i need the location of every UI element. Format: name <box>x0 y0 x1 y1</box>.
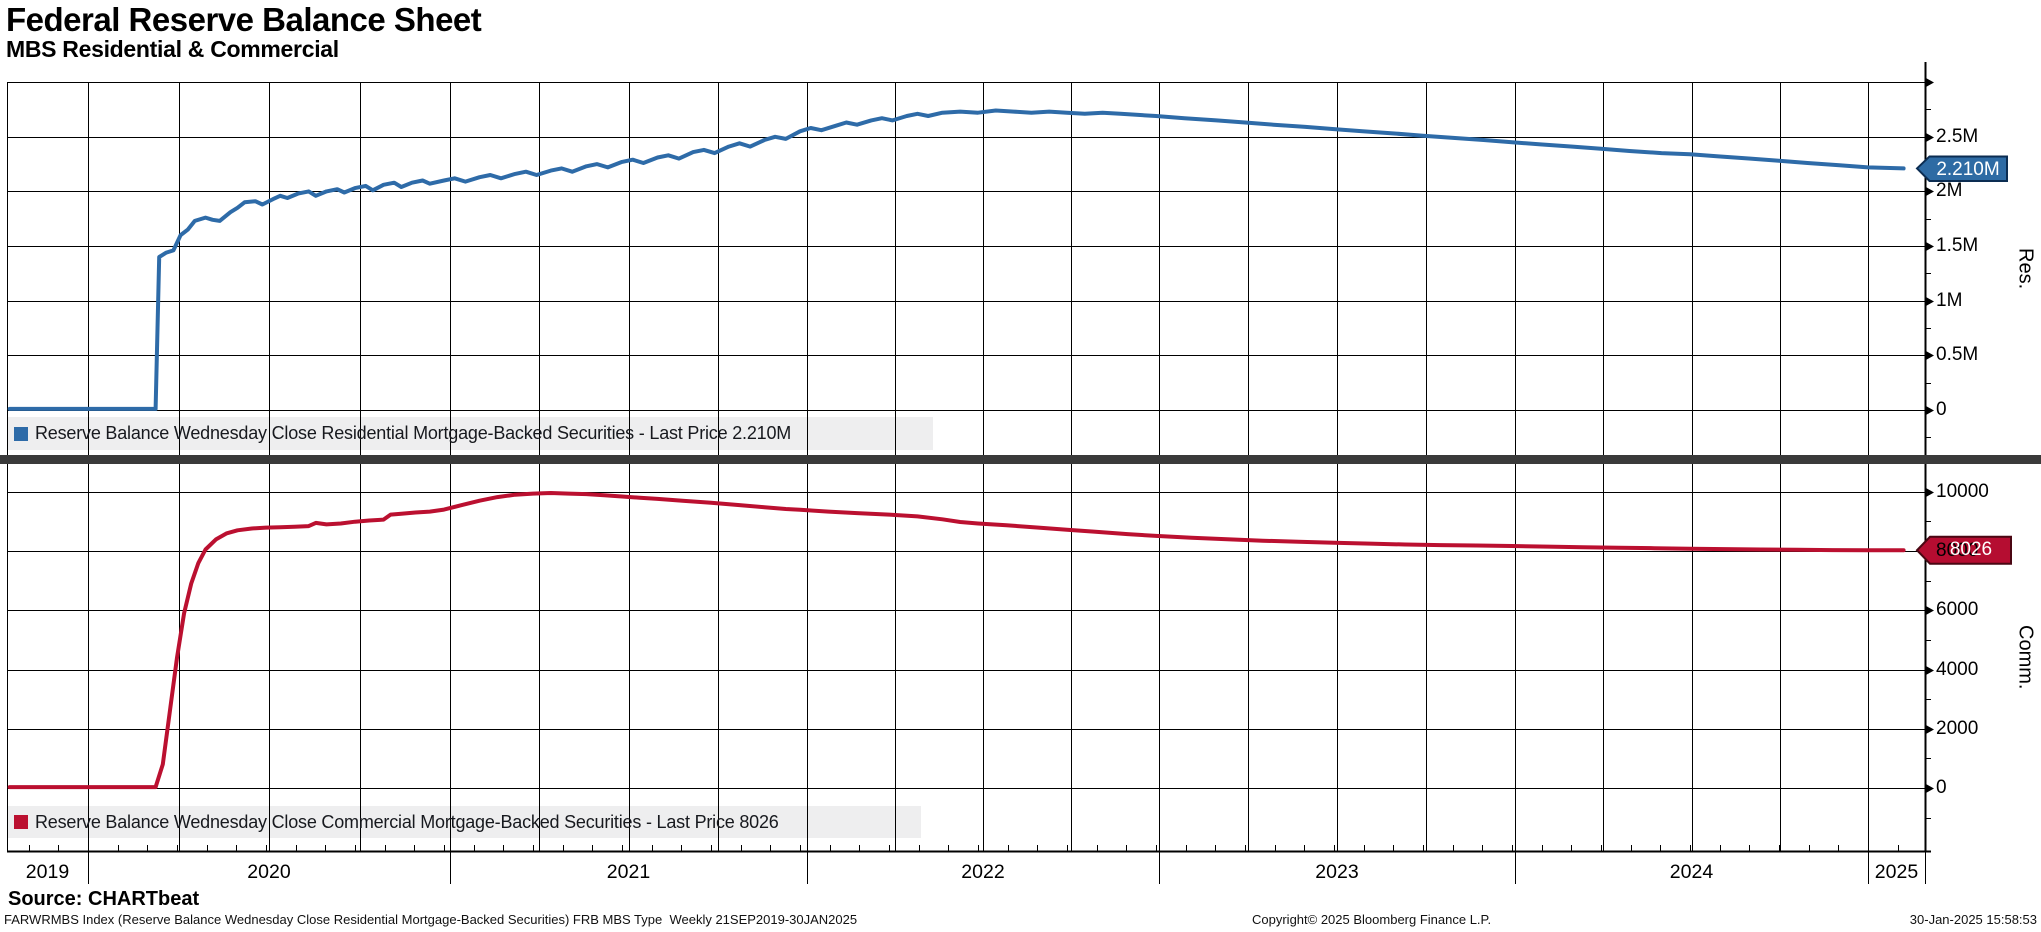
axis-arrow-tick <box>1925 77 1934 88</box>
axis-arrow-tick <box>1925 241 1934 252</box>
commercial-badge-shape <box>1915 535 2012 565</box>
page-title: Federal Reserve Balance Sheet <box>6 1 482 38</box>
axis-arrow-tick <box>1925 405 1934 416</box>
legend-strip <box>7 417 933 450</box>
residential-badge-shape <box>1915 155 2008 182</box>
axis-arrow-tick <box>1925 605 1934 616</box>
commercial-line[interactable] <box>7 491 1906 790</box>
axis-arrow-tick <box>1925 296 1934 307</box>
axis-arrow-tick <box>1925 186 1934 197</box>
axis-arrow-tick <box>1925 724 1934 735</box>
axis-arrow-tick <box>1925 783 1934 794</box>
legend-strip <box>7 806 921 838</box>
axis-arrow-tick <box>1925 350 1934 361</box>
axis-arrow-tick <box>1925 132 1934 143</box>
chart-subtitle: MBS Residential & Commercial <box>6 36 339 62</box>
residential-line[interactable] <box>7 108 1906 411</box>
panel-divider[interactable] <box>0 455 2041 464</box>
axis-arrow-tick <box>1925 665 1934 676</box>
axis-arrow-tick <box>1925 487 1934 498</box>
grid-lines <box>6 62 1931 884</box>
